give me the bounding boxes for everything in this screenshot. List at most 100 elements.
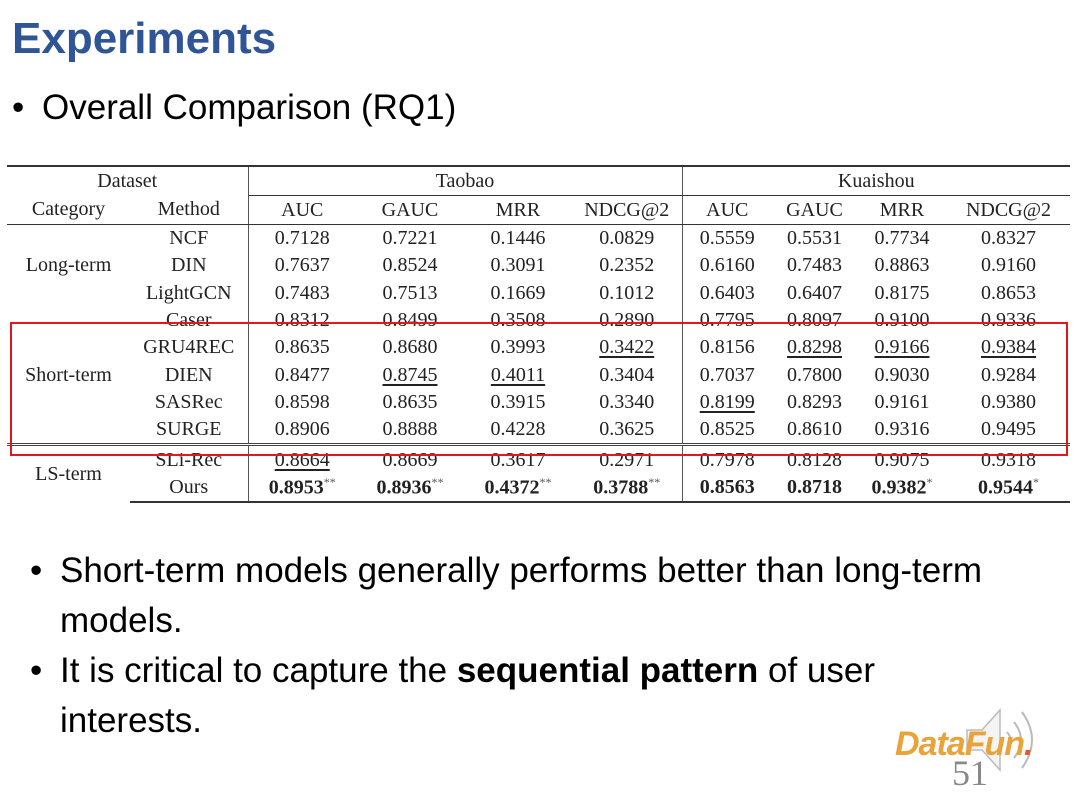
value-cell: 0.8635	[248, 334, 356, 361]
value-text: 0.8156	[699, 336, 755, 359]
value-text: 0.0829	[599, 227, 655, 250]
value-text: 0.8199	[699, 390, 755, 413]
value-text: 0.3788	[593, 476, 649, 499]
value-cell: 0.8524	[356, 252, 464, 279]
value-cell: 0.9544*	[947, 473, 1070, 503]
value-text: 0.3625	[599, 418, 655, 441]
value-text: 0.9544	[978, 476, 1033, 499]
value-text: 0.9284	[981, 363, 1036, 386]
value-cell: 0.7128	[248, 225, 356, 253]
value-cell: 0.9100	[857, 307, 947, 334]
value-cell: 0.8888	[356, 416, 464, 445]
value-text: 0.8563	[699, 475, 755, 498]
value-cell: 0.8653	[947, 280, 1070, 307]
value-text: 0.8669	[382, 448, 438, 471]
value-cell: 0.8635	[356, 389, 464, 416]
table-row: DIEN 0.8477 0.8745 0.4011 0.3404 0.7037 0.7800…	[7, 361, 1070, 389]
bullet-1: • Short-term models generally performs be…	[30, 546, 1020, 646]
method-cell: DIN	[130, 252, 249, 280]
value-cell: 0.6160	[682, 252, 772, 279]
value-cell: 0.9166	[857, 334, 947, 361]
value-cell: 0.8680	[356, 334, 464, 361]
bullet-marker: •	[12, 88, 25, 127]
significance-marker: **	[539, 474, 552, 489]
value-cell: 0.8298	[772, 334, 857, 361]
value-text: 0.8499	[382, 309, 438, 332]
value-cell: 0.7637	[248, 252, 356, 279]
value-cell: 0.8610	[772, 416, 857, 445]
value-text: 0.3422	[599, 336, 655, 359]
value-text: 0.7128	[274, 227, 330, 250]
significance-marker: *	[1033, 474, 1039, 489]
method-cell: NCF	[130, 224, 249, 253]
method-header: Method	[130, 195, 249, 225]
value-cell: 0.6407	[772, 280, 857, 307]
value-text: 0.7637	[274, 254, 330, 277]
value-cell: 0.7795	[682, 307, 772, 334]
value-text: 0.2971	[599, 448, 655, 471]
value-cell: 0.9160	[947, 252, 1070, 279]
value-cell: 0.3993	[464, 334, 572, 361]
value-cell: 0.5531	[772, 225, 857, 253]
table-row: Long-term NCF 0.7128 0.7221 0.1446 0.0829 0.55…	[7, 224, 1070, 276]
value-cell: 0.8499	[356, 307, 464, 334]
value-text: 0.4372	[484, 476, 540, 499]
value-text: 0.3508	[490, 309, 546, 332]
value-text: 0.7795	[699, 309, 755, 332]
value-text: 0.8524	[382, 254, 438, 277]
value-text: 0.4011	[490, 363, 546, 386]
bullet-marker: •	[30, 651, 43, 690]
speaker-icon[interactable]	[962, 700, 1052, 780]
value-cell: 0.9316	[857, 416, 947, 445]
table-row: Ours 0.8953** 0.8936** 0.4372** 0.3788** 0.85…	[7, 473, 1070, 503]
value-cell: 0.7483	[772, 252, 857, 279]
subtitle-text: Overall Comparison (RQ1)	[42, 88, 457, 127]
bullet-text-pre: Short-term models generally performs bet…	[60, 551, 983, 640]
value-cell: 0.9380	[947, 389, 1070, 416]
value-text: 0.8745	[382, 363, 438, 386]
subtitle-bullet: • Overall Comparison (RQ1)	[12, 88, 456, 128]
value-text: 0.8327	[981, 227, 1036, 250]
table-row: SURGE 0.8906 0.8888 0.4228 0.3625 0.8525 0.861…	[7, 416, 1070, 445]
metric-header-gauc: GAUC	[772, 195, 857, 225]
value-cell: 0.9284	[947, 361, 1070, 388]
metric-header-mrr: MRR	[464, 195, 572, 225]
value-cell: 0.8312	[248, 307, 356, 334]
significance-marker: **	[323, 474, 336, 489]
value-text: 0.3404	[599, 363, 655, 386]
value-cell: 0.8293	[772, 389, 857, 416]
value-text: 0.9161	[874, 390, 930, 413]
value-cell: 0.1669	[464, 280, 572, 307]
dataset-header: Dataset	[7, 165, 249, 196]
value-cell: 0.9495	[947, 416, 1070, 445]
value-text: 0.2352	[599, 254, 655, 277]
table-row: GRU4REC 0.8635 0.8680 0.3993 0.3422 0.8156 0.8…	[7, 334, 1070, 362]
value-text: 0.9380	[981, 390, 1036, 413]
value-text: 0.8888	[382, 418, 438, 441]
value-text: 0.8635	[382, 390, 438, 413]
value-cell: 0.8863	[857, 252, 947, 279]
value-cell: 0.9384	[947, 334, 1070, 361]
value-text: 0.8610	[787, 418, 842, 441]
value-text: 0.3091	[490, 254, 546, 277]
value-text: 0.3915	[490, 390, 546, 413]
value-cell: 0.8718	[772, 473, 857, 503]
value-text: 0.8718	[787, 475, 842, 498]
value-text: 0.7978	[699, 448, 755, 471]
value-text: 0.8635	[274, 336, 330, 359]
value-text: 0.9075	[874, 448, 930, 471]
value-text: 0.9160	[981, 254, 1036, 277]
method-cell: DIEN	[130, 361, 249, 389]
value-cell: 0.8477	[248, 361, 356, 388]
value-text: 0.6160	[699, 254, 755, 277]
value-text: 0.8906	[274, 418, 330, 441]
method-cell: Caser	[130, 306, 249, 335]
datafun-logo: DataFun.	[895, 725, 1034, 764]
value-cell: 0.5559	[682, 225, 772, 253]
page-number: 51	[952, 753, 988, 793]
value-cell: 0.9382*	[857, 473, 947, 503]
value-text: 0.9030	[874, 363, 930, 386]
value-cell: 0.3422	[572, 334, 683, 362]
bullet-text-post: of user interests.	[60, 651, 876, 740]
value-text: 0.9316	[874, 418, 930, 441]
